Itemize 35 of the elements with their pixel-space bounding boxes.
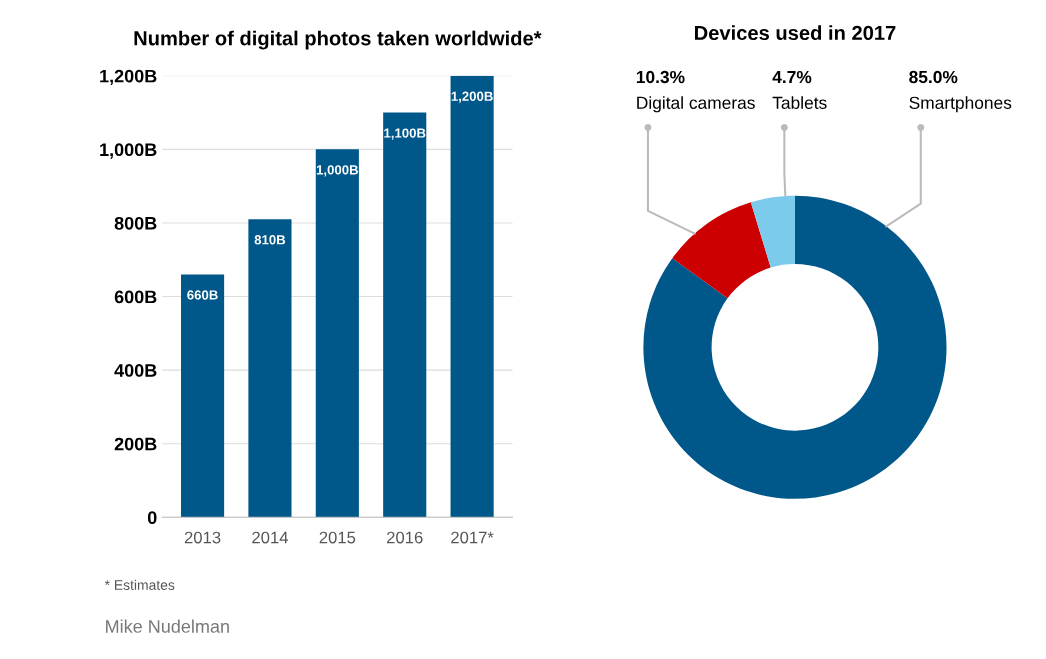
x-tick-label: 2013 [184, 531, 221, 544]
slice-label: Digital cameras [637, 96, 755, 113]
chart-title: Number of digital photos taken worldwide* [134, 30, 542, 50]
bar [450, 75, 494, 518]
data-label: 1,100B [384, 128, 426, 140]
donut-slice [672, 202, 771, 299]
y-tick-label: 400B [114, 364, 157, 377]
y-tick-label: 1,000B [100, 143, 157, 159]
text: Mike Nudelman [106, 619, 229, 633]
bar [315, 149, 359, 518]
slice-label: Tablets [772, 96, 827, 109]
donut-slice [643, 195, 947, 499]
x-tick-label: 2017* [451, 531, 494, 544]
donut-slice [750, 195, 795, 268]
bar [181, 274, 225, 518]
data-label: 1,000B [316, 165, 359, 177]
y-tick-label: 200B [114, 437, 157, 451]
x-tick-label: 2015 [319, 531, 356, 544]
data-label: 10.3% [636, 70, 685, 84]
y-tick-label: 0 [147, 511, 157, 525]
data-label: 85.0% [909, 70, 958, 84]
data-label: 4.7% [772, 70, 812, 84]
chart-title: Devices used in 2017 [695, 25, 896, 41]
text: * Estimates [104, 579, 175, 590]
slice-label: Smartphones [909, 96, 1012, 113]
y-tick-label: 600B [114, 290, 157, 304]
x-tick-label: 2016 [387, 531, 423, 544]
y-tick-label: 800B [114, 216, 157, 230]
y-tick-label: 1,200B [100, 69, 157, 86]
bar [248, 219, 292, 518]
data-label: 810B [254, 235, 286, 245]
x-tick-label: 2014 [252, 531, 288, 544]
data-label: 660B [187, 290, 218, 300]
bar [383, 112, 427, 518]
data-label: 1,200B [451, 91, 493, 103]
